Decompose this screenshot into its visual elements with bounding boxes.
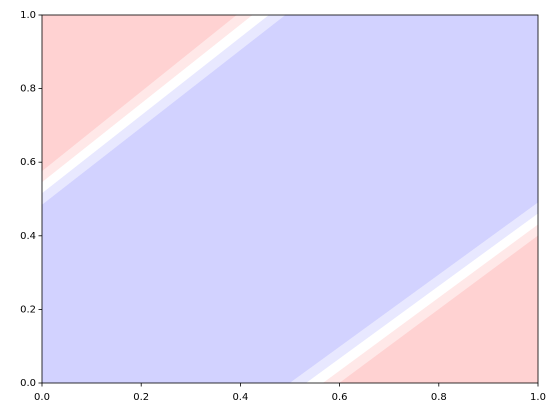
plot-frame [41, 14, 539, 384]
x-tick-label: 0.8 [431, 392, 447, 403]
x-tick-label: 0.2 [133, 392, 149, 403]
y-tick-label: 1.0 [20, 10, 36, 21]
y-tick-label: 0.8 [20, 84, 36, 95]
y-tick-label: 0.6 [20, 157, 36, 168]
y-tick-label: 0.4 [20, 231, 36, 242]
x-tick-label: 1.0 [530, 392, 546, 403]
y-tick-label: 0.0 [20, 378, 36, 389]
x-tick-label: 0.4 [232, 392, 248, 403]
x-tick-label: 0.6 [332, 392, 348, 403]
y-tick-label: 0.2 [20, 304, 36, 315]
x-tick-label: 0.0 [34, 392, 50, 403]
